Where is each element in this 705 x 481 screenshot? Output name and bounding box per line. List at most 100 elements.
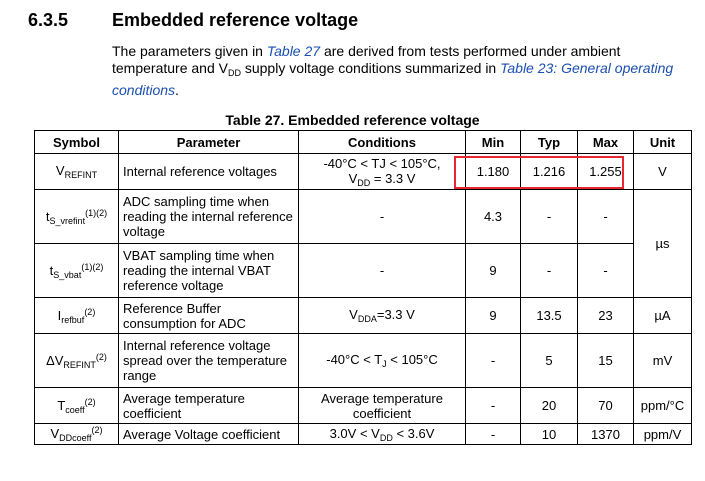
reference-voltage-table: Symbol Parameter Conditions Min Typ Max … bbox=[34, 130, 692, 445]
unit-cell: ppm/V bbox=[633, 423, 692, 445]
typ-cell: 1.216 bbox=[520, 153, 578, 190]
table-row: Irefbuf(2) Reference Buffer consumption … bbox=[34, 297, 692, 334]
header-max: Max bbox=[577, 130, 634, 154]
parameter-cell: Reference Buffer consumption for ADC bbox=[118, 297, 299, 334]
parameter-cell: VBAT sampling time when reading the inte… bbox=[118, 243, 299, 298]
min-cell: - bbox=[465, 387, 521, 424]
intro-vdd-subscript: DD bbox=[227, 68, 241, 78]
parameter-cell: Internal reference voltages bbox=[118, 153, 299, 190]
unit-cell: V bbox=[633, 153, 692, 190]
conditions-cell: -40°C < TJ < 105°C bbox=[298, 333, 466, 388]
symbol-subscript: refbuf bbox=[61, 314, 85, 325]
intro-text-1: The parameters given in bbox=[112, 43, 267, 59]
table-row: Tcoeff(2) Average temperature coefficien… bbox=[34, 387, 692, 424]
symbol-text: ΔV bbox=[46, 352, 64, 368]
footnote-ref: (2) bbox=[84, 396, 96, 407]
symbol-cell: tS_vbat(1)(2) bbox=[34, 243, 119, 298]
min-cell: 4.3 bbox=[465, 189, 521, 244]
conditions-text: = 3.3 V bbox=[370, 170, 416, 186]
symbol-cell: Irefbuf(2) bbox=[34, 297, 119, 334]
header-conditions: Conditions bbox=[298, 130, 466, 154]
table-row: VREFINT Internal reference voltages -40°… bbox=[34, 153, 692, 190]
conditions-cell: -40°C < TJ < 105°C, VDD = 3.3 V bbox=[298, 153, 466, 190]
symbol-subscript: S_vbat bbox=[53, 269, 82, 280]
intro-text-4: . bbox=[175, 82, 179, 98]
max-cell: 1370 bbox=[577, 423, 634, 445]
symbol-cell: VDDcoeff(2) bbox=[34, 423, 119, 445]
typ-cell: 5 bbox=[520, 333, 578, 388]
conditions-cell: - bbox=[298, 189, 466, 244]
max-cell: - bbox=[577, 189, 634, 244]
section-number: 6.3.5 bbox=[28, 10, 69, 30]
header-typ: Typ bbox=[520, 130, 578, 154]
min-cell: 9 bbox=[465, 297, 521, 334]
symbol-cell: ΔVREFINT(2) bbox=[34, 333, 119, 388]
conditions-text: < 105°C bbox=[386, 352, 438, 367]
min-cell: - bbox=[465, 423, 521, 445]
symbol-text: T bbox=[57, 397, 66, 413]
conditions-subscript: DD bbox=[379, 432, 393, 443]
symbol-text: V bbox=[50, 426, 60, 441]
footnote-ref: (2) bbox=[95, 351, 107, 362]
typ-cell: 13.5 bbox=[520, 297, 578, 334]
section-title: Embedded reference voltage bbox=[112, 10, 359, 30]
table-27-link[interactable]: Table 27 bbox=[266, 43, 321, 59]
symbol-cell: tS_vrefint(1)(2) bbox=[34, 189, 119, 244]
parameter-cell: ADC sampling time when reading the inter… bbox=[118, 189, 299, 244]
table-row: ΔVREFINT(2) Internal reference voltage s… bbox=[34, 333, 692, 388]
unit-cell: µs bbox=[633, 189, 692, 298]
max-cell: 70 bbox=[577, 387, 634, 424]
conditions-cell: VDDA=3.3 V bbox=[298, 297, 466, 334]
unit-cell: mV bbox=[633, 333, 692, 388]
parameter-cell: Average temperature coefficient bbox=[118, 387, 299, 424]
min-cell: 1.180 bbox=[465, 153, 521, 190]
conditions-cell: 3.0V < VDD < 3.6V bbox=[298, 423, 466, 445]
conditions-subscript: DDA bbox=[357, 314, 377, 324]
typ-cell: - bbox=[520, 243, 578, 298]
symbol-text: t bbox=[45, 208, 50, 224]
table-row: tS_vrefint(1)(2) ADC sampling time when … bbox=[34, 189, 692, 298]
conditions-line1: -40°C < TJ < 105°C, bbox=[323, 155, 441, 171]
intro-text-2: are derived from tests performed under a… bbox=[112, 43, 621, 76]
conditions-subscript: J bbox=[382, 359, 387, 369]
symbol-text: t bbox=[49, 262, 54, 278]
typ-cell: 20 bbox=[520, 387, 578, 424]
symbol-subscript: REFINT bbox=[64, 170, 98, 180]
conditions-text: =3.3 V bbox=[376, 307, 415, 322]
max-cell: 23 bbox=[577, 297, 634, 334]
table-caption: Table 27. Embedded reference voltage bbox=[225, 112, 480, 128]
symbol-subscript: REFINT bbox=[63, 359, 96, 370]
conditions-subscript: DD bbox=[357, 177, 371, 188]
symbol-subscript: S_vrefint bbox=[49, 215, 86, 226]
header-min: Min bbox=[465, 130, 521, 154]
intro-paragraph: The parameters given in Table 27 are der… bbox=[112, 43, 697, 99]
conditions-text: 3.0V < V bbox=[329, 425, 380, 441]
unit-cell: µA bbox=[633, 297, 692, 334]
conditions-cell: Average temperature coefficient bbox=[298, 387, 466, 424]
table-header-row: Symbol Parameter Conditions Min Typ Max … bbox=[34, 130, 692, 154]
max-cell: 15 bbox=[577, 333, 634, 388]
footnote-ref: (2) bbox=[84, 306, 96, 317]
symbol-cell: VREFINT bbox=[34, 153, 119, 190]
parameter-cell: Average Voltage coefficient bbox=[118, 423, 299, 445]
table-row: VDDcoeff(2) Average Voltage coefficient … bbox=[34, 423, 692, 445]
table-23-link[interactable]: Table 23: General operating conditions bbox=[112, 60, 674, 98]
table-row: tS_vbat(1)(2) VBAT sampling time when re… bbox=[34, 243, 692, 298]
conditions-cell: - bbox=[298, 243, 466, 298]
conditions-text: V bbox=[349, 307, 358, 322]
symbol-cell: Tcoeff(2) bbox=[34, 387, 119, 424]
typ-cell: 10 bbox=[520, 423, 578, 445]
symbol-text: V bbox=[55, 163, 65, 178]
header-parameter: Parameter bbox=[118, 130, 299, 154]
max-cell: 1.255 bbox=[577, 153, 634, 190]
header-unit: Unit bbox=[633, 130, 692, 154]
unit-cell: ppm/°C bbox=[633, 387, 692, 424]
min-cell: - bbox=[465, 333, 521, 388]
parameter-cell: Internal reference voltage spread over t… bbox=[118, 333, 299, 388]
footnote-ref: (1)(2) bbox=[85, 207, 108, 218]
conditions-text: V bbox=[348, 170, 358, 186]
max-cell: - bbox=[577, 243, 634, 298]
symbol-subscript: DDcoeff bbox=[59, 433, 92, 443]
conditions-text: < 3.6V bbox=[392, 425, 435, 441]
symbol-text: I bbox=[57, 307, 62, 323]
